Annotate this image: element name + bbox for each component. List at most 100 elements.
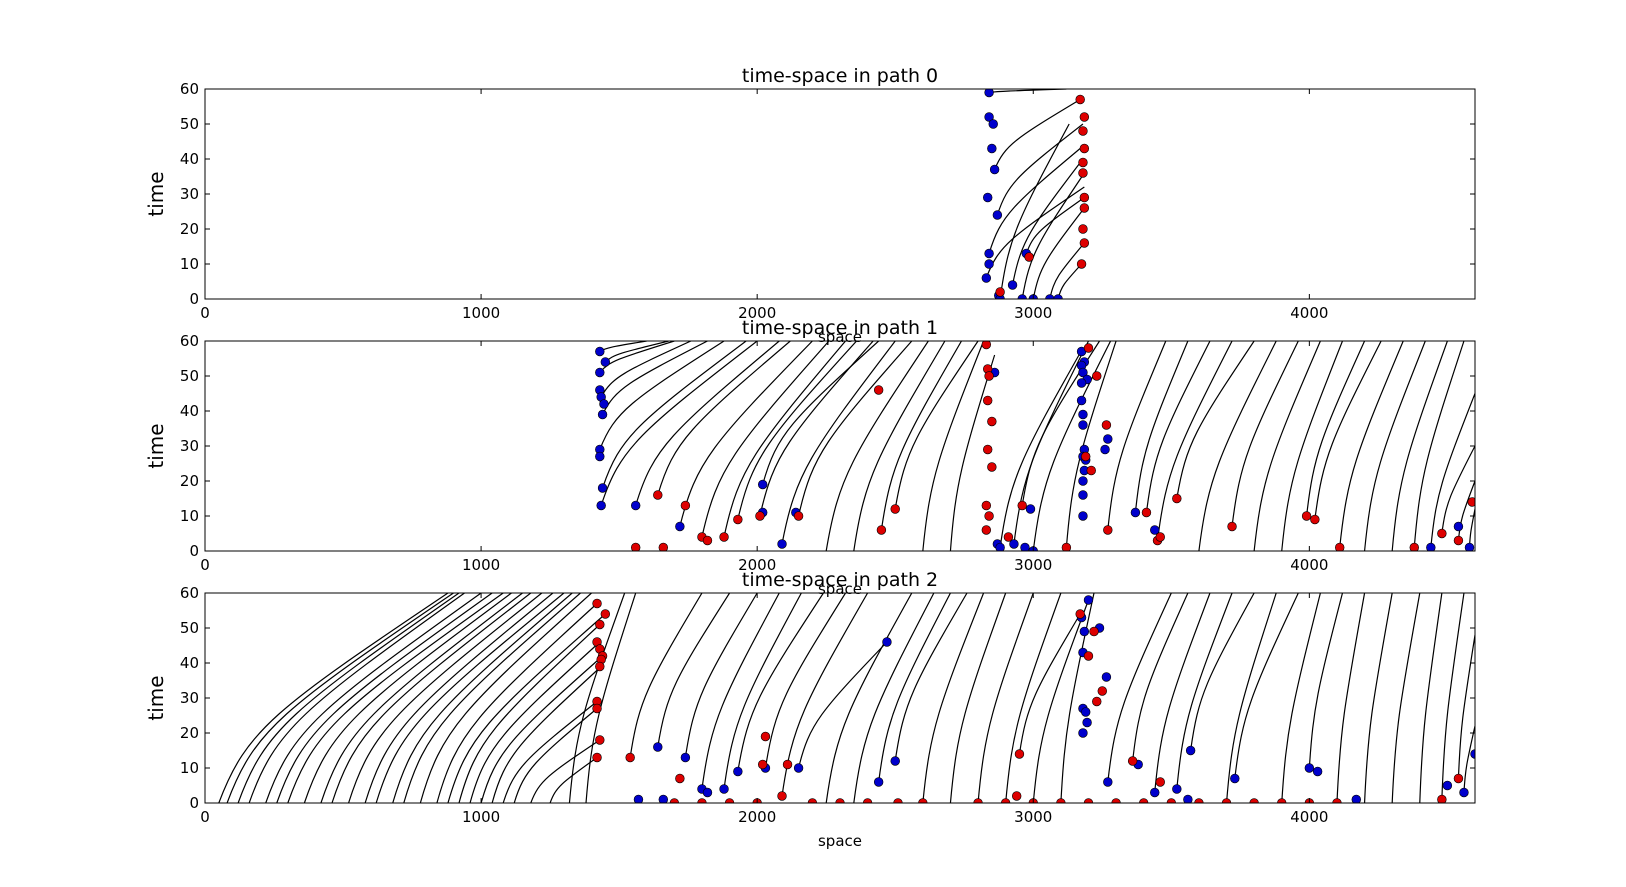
red-point <box>890 504 900 514</box>
trajectory-line <box>1391 341 1448 551</box>
red-point <box>1437 794 1447 803</box>
y-tick-label: 0 <box>189 542 199 560</box>
panel-1-ylabel: time <box>144 423 168 468</box>
trajectory-line <box>1391 593 1421 803</box>
blue-point <box>600 357 611 367</box>
trajectory-line <box>364 593 554 803</box>
blue-point <box>1459 787 1469 798</box>
red-point <box>592 703 602 714</box>
blue-point <box>1130 507 1141 518</box>
trajectory-line <box>996 123 1084 216</box>
y-tick-label: 40 <box>180 150 199 168</box>
trajectory-line <box>303 593 512 803</box>
blue-point <box>1020 542 1030 551</box>
red-point <box>984 371 994 381</box>
trajectory-line <box>585 593 637 803</box>
red-point <box>1409 542 1419 551</box>
red-point <box>984 511 994 521</box>
blue-point <box>1312 766 1323 777</box>
trajectory-line <box>1363 593 1393 803</box>
red-point <box>675 773 685 784</box>
y-tick-label: 50 <box>180 115 199 133</box>
red-point <box>1011 791 1022 801</box>
red-point <box>1081 451 1091 462</box>
blue-point <box>702 787 713 798</box>
trajectory-line <box>480 655 603 803</box>
blue-point <box>1017 294 1027 299</box>
red-point <box>1127 756 1138 766</box>
blue-point <box>1078 490 1088 500</box>
red-point <box>782 759 793 770</box>
red-point <box>995 287 1005 297</box>
blue-point <box>1078 409 1088 420</box>
x-tick-label: 0 <box>200 304 210 322</box>
red-point <box>1078 126 1088 136</box>
trajectory-line <box>629 593 703 758</box>
y-tick-label: 60 <box>180 80 199 98</box>
red-point <box>1089 626 1099 637</box>
trajectory-line <box>599 341 725 450</box>
x-tick-label: 0 <box>200 808 210 826</box>
trajectory-line <box>988 144 1085 254</box>
x-tick-label: 3000 <box>1014 304 1052 322</box>
red-point <box>680 500 691 511</box>
trajectory-line <box>1049 242 1085 299</box>
blue-point <box>1045 294 1055 299</box>
trajectory-line <box>1190 593 1255 751</box>
blue-point <box>733 766 743 777</box>
red-point <box>983 444 993 455</box>
trajectory-line <box>922 341 985 551</box>
red-point <box>1078 157 1088 168</box>
trajectory-line <box>403 593 581 803</box>
trajectory-line <box>1225 593 1277 803</box>
x-tick-label: 4000 <box>1290 304 1328 322</box>
blue-point <box>988 119 998 129</box>
red-point <box>1467 497 1475 507</box>
red-point <box>1014 749 1025 759</box>
trajectory-line <box>1021 172 1085 299</box>
blue-point <box>1082 717 1092 728</box>
blue-point <box>719 784 729 794</box>
red-point <box>981 341 992 350</box>
blue-point <box>1078 476 1088 486</box>
blue-point <box>595 346 605 357</box>
trajectory-line <box>825 593 913 803</box>
blue-point <box>1078 367 1088 378</box>
y-tick-label: 30 <box>180 689 199 707</box>
trajectory-line <box>1005 593 1062 803</box>
red-point <box>1061 542 1072 551</box>
trajectory-line <box>949 593 1007 803</box>
blue-point <box>984 89 994 98</box>
red-point <box>592 752 602 763</box>
blue-point <box>984 259 994 269</box>
blue-point <box>983 192 993 203</box>
blue-point <box>1079 626 1090 637</box>
red-point <box>719 532 729 542</box>
blue-point <box>1351 794 1361 803</box>
trajectory-line <box>894 593 968 762</box>
trajectory-line <box>1314 341 1382 520</box>
y-tick-label: 50 <box>180 367 199 385</box>
panel-1-trajectories <box>599 341 1475 551</box>
trajectory-line <box>1441 593 1465 800</box>
trajectory-line <box>1457 480 1475 541</box>
trajectory-line <box>701 593 780 790</box>
blue-point <box>1078 511 1088 521</box>
panel-0-title: time-space in path 0 <box>742 65 938 87</box>
y-tick-label: 20 <box>180 724 199 742</box>
red-point <box>595 661 605 672</box>
blue-point <box>984 248 994 259</box>
trajectory-line <box>1430 393 1475 548</box>
blue-point <box>777 539 787 549</box>
blue-point <box>1464 542 1475 551</box>
blue-point <box>1078 420 1088 430</box>
red-point <box>1076 259 1087 269</box>
red-point <box>1086 465 1096 476</box>
red-point <box>760 731 771 742</box>
trajectory-line <box>657 341 791 496</box>
blue-point <box>793 763 804 773</box>
x-tick-label: 0 <box>200 556 210 574</box>
trajectory-line <box>1156 341 1233 541</box>
trajectory-line <box>762 341 880 485</box>
